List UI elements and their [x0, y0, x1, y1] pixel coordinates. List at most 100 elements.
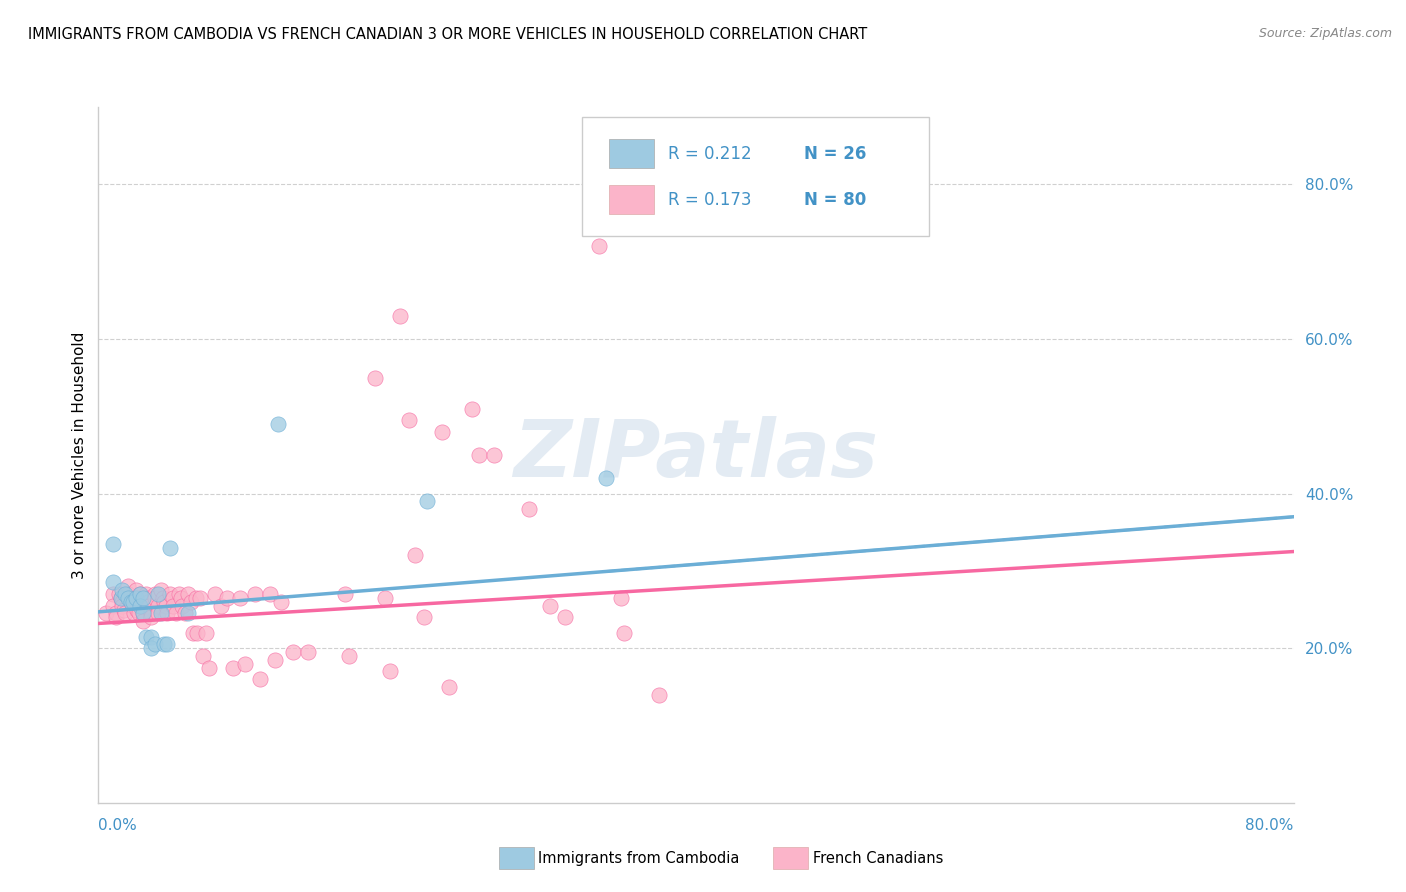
Point — [148, 599, 170, 613]
Point — [143, 587, 166, 601]
Point — [117, 587, 139, 601]
Text: Immigrants from Cambodia: Immigrants from Cambodia — [538, 851, 740, 865]
Point — [588, 239, 610, 253]
Point — [378, 665, 401, 679]
Point — [129, 599, 152, 613]
Point — [94, 607, 117, 621]
Point — [150, 583, 173, 598]
Point — [103, 599, 125, 613]
Point — [105, 607, 128, 621]
Point — [333, 587, 356, 601]
Point — [169, 591, 191, 605]
Point — [131, 599, 153, 613]
Point — [398, 413, 420, 427]
Text: French Canadians: French Canadians — [813, 851, 943, 865]
Point — [249, 672, 271, 686]
Text: Source: ZipAtlas.com: Source: ZipAtlas.com — [1258, 27, 1392, 40]
Point — [215, 591, 238, 605]
Bar — [609, 185, 654, 214]
Point — [188, 591, 211, 605]
Point — [162, 599, 184, 613]
Point — [177, 587, 200, 601]
Point — [153, 637, 176, 651]
Point — [177, 607, 200, 621]
Point — [538, 599, 561, 613]
Point — [156, 637, 179, 651]
Point — [186, 625, 208, 640]
Point — [180, 595, 202, 609]
Point — [413, 610, 436, 624]
Point — [198, 660, 221, 674]
Point — [610, 591, 633, 605]
Point — [138, 599, 160, 613]
Point — [139, 641, 162, 656]
Point — [229, 591, 252, 605]
Point — [135, 630, 157, 644]
Text: IMMIGRANTS FROM CAMBODIA VS FRENCH CANADIAN 3 OR MORE VEHICLES IN HOUSEHOLD CORR: IMMIGRANTS FROM CAMBODIA VS FRENCH CANAD… — [28, 27, 868, 42]
Point — [108, 587, 131, 601]
Point — [162, 591, 184, 605]
Point — [150, 607, 173, 621]
Point — [139, 607, 162, 621]
Point — [245, 587, 267, 601]
Point — [136, 591, 159, 605]
Point — [233, 657, 256, 671]
Point — [167, 587, 190, 601]
Point — [165, 607, 187, 621]
Point — [103, 575, 125, 590]
Point — [416, 494, 439, 508]
Bar — [609, 139, 654, 169]
Point — [191, 648, 214, 663]
Point — [132, 591, 155, 605]
Point — [121, 595, 143, 609]
Point — [143, 591, 166, 605]
Point — [517, 502, 540, 516]
Point — [125, 591, 148, 605]
Point — [159, 541, 181, 555]
Point — [297, 645, 319, 659]
Point — [117, 579, 139, 593]
Point — [135, 587, 157, 601]
Point — [110, 591, 132, 605]
Point — [152, 591, 174, 605]
Point — [267, 417, 290, 431]
Text: N = 26: N = 26 — [804, 145, 866, 162]
Point — [111, 583, 134, 598]
Y-axis label: 3 or more Vehicles in Household: 3 or more Vehicles in Household — [72, 331, 87, 579]
Text: R = 0.212: R = 0.212 — [668, 145, 752, 162]
Point — [110, 591, 132, 605]
Point — [374, 591, 396, 605]
Text: N = 80: N = 80 — [804, 191, 866, 209]
Point — [339, 648, 360, 663]
Point — [103, 587, 125, 601]
Point — [124, 607, 146, 621]
Point — [430, 425, 453, 439]
Point — [364, 370, 387, 384]
Point — [439, 680, 461, 694]
Point — [155, 599, 177, 613]
Point — [112, 602, 135, 616]
Point — [139, 610, 162, 624]
Point — [159, 587, 181, 601]
Point — [181, 625, 204, 640]
Point — [148, 607, 170, 621]
Point — [468, 448, 491, 462]
Point — [125, 583, 148, 598]
Point — [184, 591, 207, 605]
Point — [129, 587, 152, 601]
Point — [129, 587, 152, 601]
Point — [461, 401, 484, 416]
FancyBboxPatch shape — [582, 118, 929, 235]
Point — [127, 602, 149, 616]
Point — [120, 595, 142, 609]
Point — [143, 637, 166, 651]
Point — [172, 599, 194, 613]
Point — [132, 614, 155, 628]
Point — [105, 610, 128, 624]
Point — [117, 591, 139, 605]
Point — [114, 607, 136, 621]
Point — [120, 595, 142, 609]
Text: 80.0%: 80.0% — [1246, 818, 1294, 832]
Point — [595, 471, 617, 485]
Text: ZIPatlas: ZIPatlas — [513, 416, 879, 494]
